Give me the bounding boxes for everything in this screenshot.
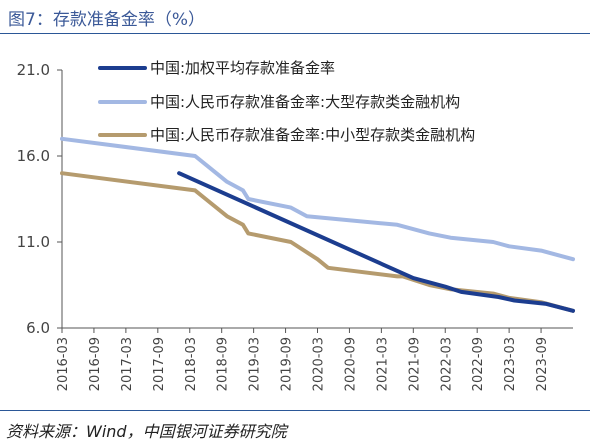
x-tick-label: 2018-09 — [216, 337, 231, 391]
legend-label: 中国:人民币存款准备金率:中小型存款类金融机构 — [150, 126, 475, 144]
y-tick-label: 21.0 — [17, 61, 50, 79]
x-tick-label: 2017-03 — [120, 337, 135, 391]
x-tick-label: 2016-09 — [88, 337, 103, 391]
x-tick-label: 2017-09 — [152, 337, 167, 391]
source-rule — [0, 410, 590, 411]
x-tick-label: 2023-03 — [503, 337, 518, 391]
title-rule — [0, 33, 590, 34]
x-tick-label: 2019-09 — [280, 337, 295, 391]
x-tick-label: 2016-03 — [56, 337, 71, 391]
x-tick-label: 2022-09 — [471, 337, 486, 391]
x-tick-label: 2020-03 — [312, 337, 327, 391]
x-tick-label: 2021-03 — [375, 337, 390, 391]
x-tick-label: 2019-03 — [248, 337, 263, 391]
y-tick-label: 11.0 — [17, 233, 50, 251]
series-line-1 — [177, 171, 575, 313]
legend-label: 中国:人民币存款准备金率:大型存款类金融机构 — [150, 93, 460, 111]
x-tick-label: 2021-09 — [407, 337, 422, 391]
x-tick-label: 2020-09 — [343, 337, 358, 391]
x-tick-label: 2023-09 — [535, 337, 550, 391]
legend-label: 中国:加权平均存款准备金率 — [150, 59, 335, 77]
y-tick-label: 6.0 — [26, 319, 50, 337]
x-tick-label: 2022-03 — [439, 337, 454, 391]
y-tick-label: 16.0 — [17, 147, 50, 165]
source-note: 资料来源：Wind，中国银河证券研究院 — [6, 422, 287, 441]
chart-title: 图7：存款准备金率（%） — [8, 10, 205, 30]
x-tick-label: 2018-03 — [184, 337, 199, 391]
series-line-2 — [60, 136, 575, 262]
